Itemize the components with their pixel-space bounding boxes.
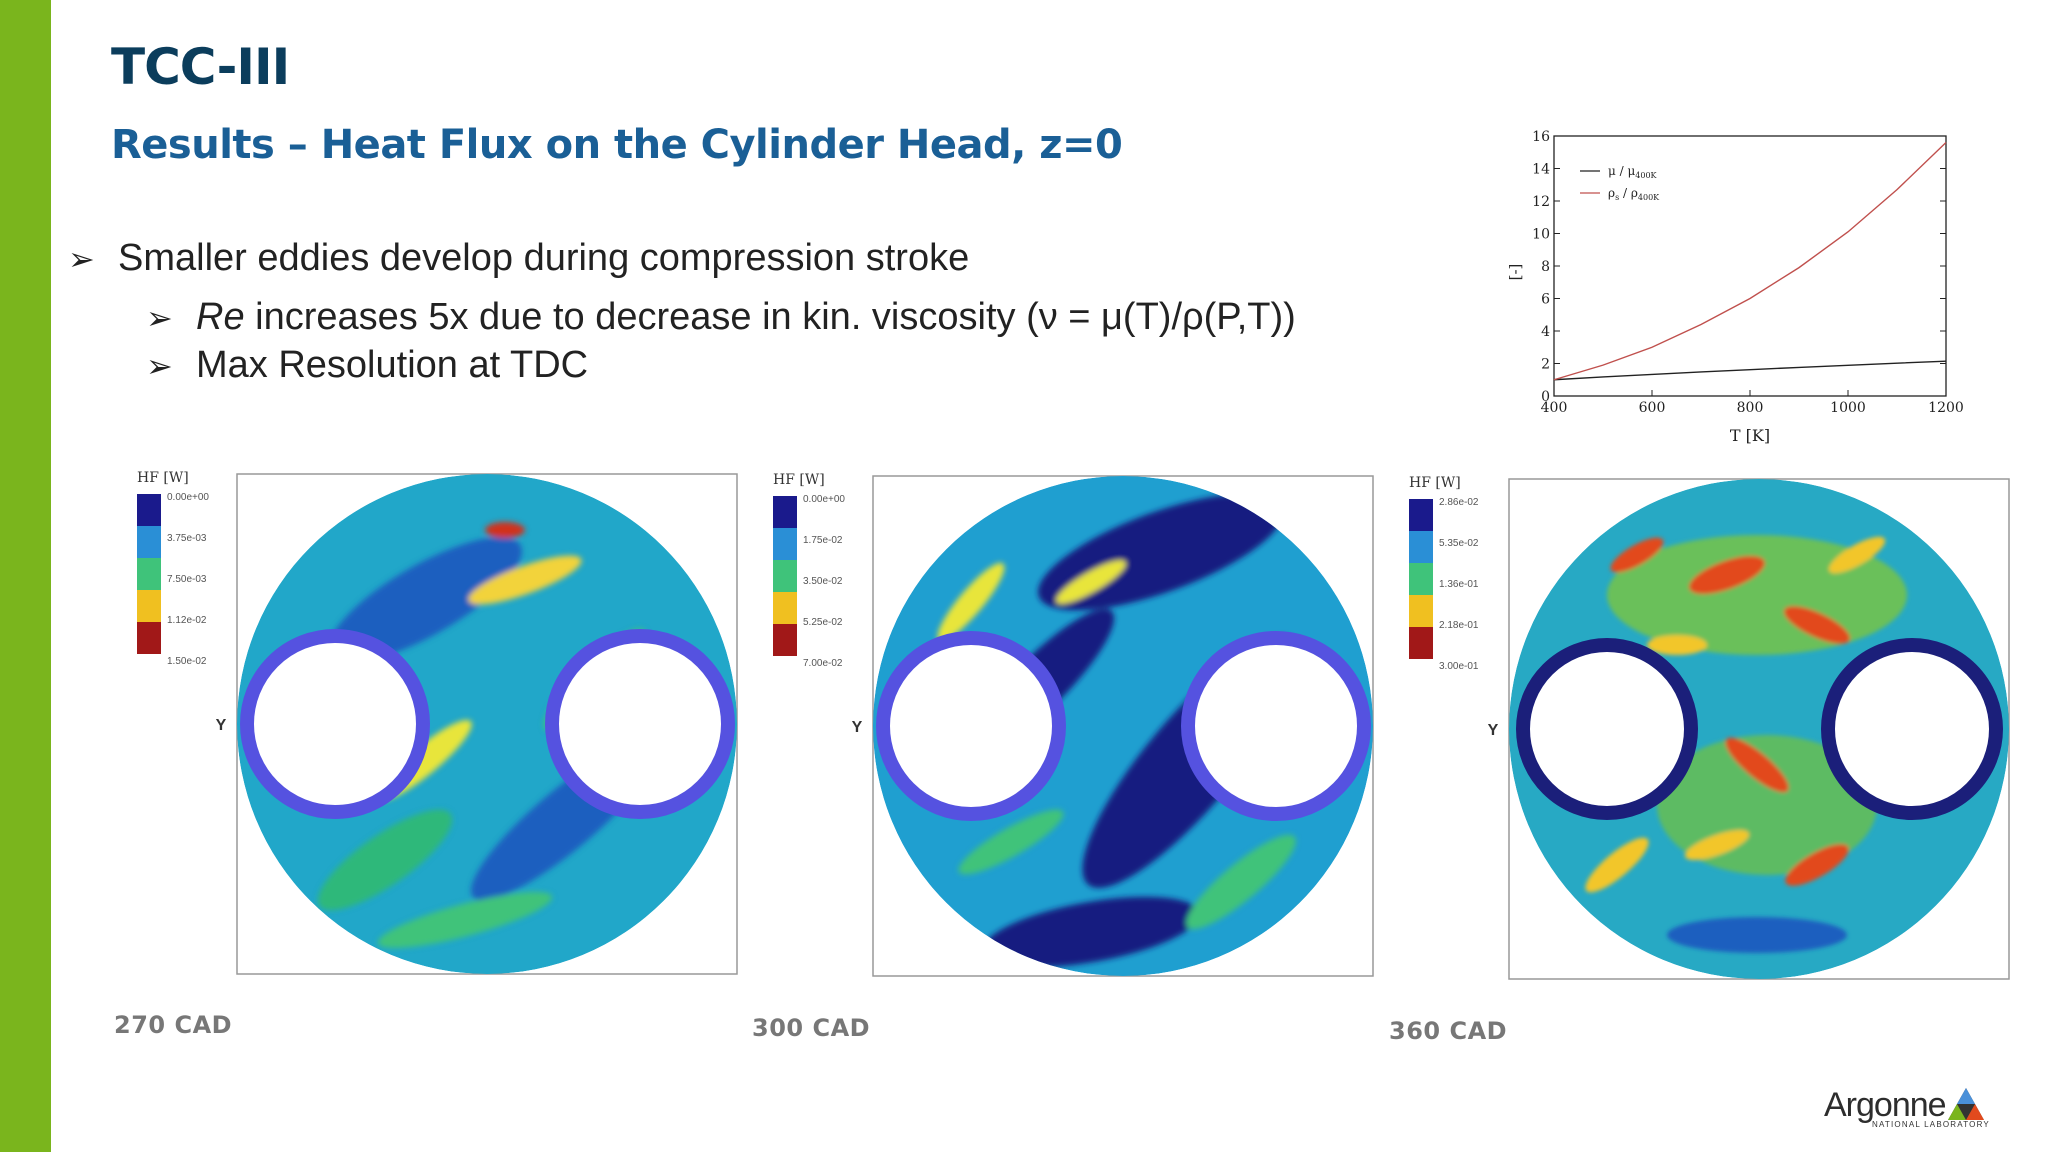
legend-tick: 0.00e+00 — [167, 492, 209, 503]
legend-tick: 2.18e-01 — [1439, 620, 1479, 631]
legend-tick: 5.25e-02 — [803, 617, 843, 628]
legend-rho: ρs / ρ400K — [1608, 186, 1660, 202]
y-tick-label: 8 — [1541, 259, 1550, 275]
legend-tick: 5.35e-02 — [1439, 538, 1479, 549]
axis-y-label: Y — [852, 719, 863, 736]
x-tick-label: 1000 — [1830, 400, 1866, 416]
viscosity-density-chart: 400 600 800 1000 1200 0 2 4 6 8 10 12 14 16 T [K] [-]… — [1506, 129, 1964, 445]
bullet-3-text: Max Resolution at TDC — [196, 344, 589, 386]
bullet-3: ➢ Max Resolution at TDC — [146, 344, 588, 387]
y-tick-label: 16 — [1532, 129, 1550, 145]
valve-right — [545, 629, 735, 819]
legend-tick: 3.75e-03 — [167, 533, 207, 544]
y-tick-label: 6 — [1541, 292, 1550, 308]
legend-tick: 2.86e-02 — [1439, 497, 1479, 508]
chart-legend: μ / μ400K ρs / ρ400K — [1580, 164, 1660, 202]
series-line-0 — [1553, 360, 1947, 381]
heatflux-panel-270: HF [W] 0.00e+00 3.75e-03 7.50e-03 1.12e-… — [137, 470, 738, 975]
x-tick-label: 400 — [1541, 400, 1568, 416]
cad-label-300: 300 CAD — [752, 1014, 871, 1042]
arrow-bullet-icon: ➢ — [68, 240, 95, 278]
x-tick-label: 600 — [1639, 400, 1666, 416]
legend-mu: μ / μ400K — [1608, 164, 1658, 180]
accent-sidebar — [0, 0, 51, 1152]
heatflux-panel-360: HF [W] 2.86e-02 5.35e-02 1.36e-01 2.18e-… — [1409, 475, 2010, 980]
y-tick-label: 12 — [1532, 194, 1550, 210]
logo-subtitle: NATIONAL LABORATORY — [1872, 1120, 1990, 1129]
color-legend — [1409, 499, 1433, 659]
legend-tick: 3.50e-02 — [803, 576, 843, 587]
legend-tick: 1.36e-01 — [1439, 579, 1479, 590]
bullet-2-italic: Re — [196, 296, 245, 338]
heatflux-field — [237, 474, 737, 974]
series-line-1 — [1553, 141, 1947, 381]
chart-ylabel: [-] — [1506, 264, 1524, 281]
legend-title: HF [W] — [137, 470, 189, 486]
axis-y-label: Y — [1488, 722, 1499, 739]
bullet-1: ➢ Smaller eddies develop during compressi… — [68, 237, 969, 280]
cad-label-270: 270 CAD — [114, 1011, 233, 1039]
bullet-1-text: Smaller eddies develop during compressio… — [118, 237, 970, 279]
y-tick-label: 14 — [1532, 162, 1550, 178]
bullet-2-text: increases 5x due to decrease in kin. vis… — [244, 296, 1296, 338]
heatflux-field — [873, 476, 1373, 976]
chart-lines — [1553, 141, 1947, 381]
arrow-bullet-icon: ➢ — [146, 299, 173, 337]
argonne-triangle-icon — [1948, 1088, 1984, 1120]
axis-y-label: Y — [216, 717, 227, 734]
valve-left — [1516, 638, 1698, 820]
arrow-bullet-icon: ➢ — [146, 347, 173, 385]
valve-right — [1821, 638, 2003, 820]
color-legend — [773, 496, 797, 656]
y-tick-label: 4 — [1541, 324, 1550, 340]
color-legend — [137, 494, 161, 654]
x-tick-label: 800 — [1737, 400, 1764, 416]
legend-tick: 1.75e-02 — [803, 535, 843, 546]
legend-tick: 1.50e-02 — [167, 656, 207, 667]
cad-label-360: 360 CAD — [1389, 1017, 1508, 1045]
y-tick-label: 0 — [1541, 389, 1550, 405]
legend-tick: 7.50e-03 — [167, 574, 207, 585]
valve-right — [1181, 631, 1371, 821]
valve-left — [876, 631, 1066, 821]
valve-left — [240, 629, 430, 819]
heatflux-field — [1509, 479, 2009, 979]
legend-tick: 3.00e-01 — [1439, 661, 1479, 672]
bullet-2: ➢ Re increases 5x due to decrease in kin.… — [146, 296, 1296, 339]
chart-ticks: 400 600 800 1000 1200 0 2 4 6 8 10 12 14 16 — [1532, 129, 1964, 416]
legend-tick: 7.00e-02 — [803, 658, 843, 669]
slide-subtitle: Results – Heat Flux on the Cylinder Head… — [111, 122, 1123, 168]
legend-title: HF [W] — [1409, 475, 1461, 491]
slide-title: TCC-III — [111, 38, 290, 96]
legend-title: HF [W] — [773, 472, 825, 488]
chart-xlabel: T [K] — [1730, 426, 1770, 445]
logo-word: Argonne — [1824, 1086, 1947, 1124]
legend-tick: 0.00e+00 — [803, 494, 845, 505]
y-tick-label: 10 — [1532, 227, 1550, 243]
legend-tick: 1.12e-02 — [167, 615, 207, 626]
argonne-logo: Argonne NATIONAL LABORATORY — [1824, 1086, 1994, 1130]
y-tick-label: 2 — [1541, 357, 1550, 373]
x-tick-label: 1200 — [1928, 400, 1964, 416]
heatflux-panel-300: HF [W] 0.00e+00 1.75e-02 3.50e-02 5.25e-… — [773, 472, 1374, 977]
